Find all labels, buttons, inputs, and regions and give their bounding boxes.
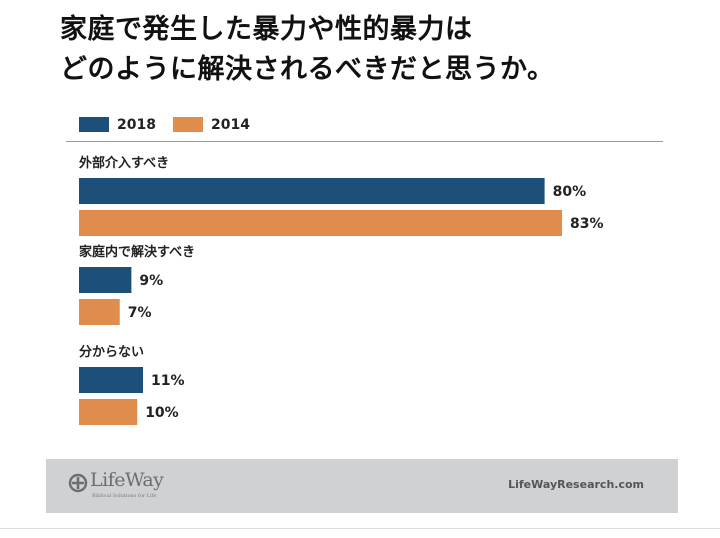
bar-2014-1 (79, 299, 120, 325)
data-label-2014-1: 7% (128, 305, 152, 321)
lifeway-logo: LifeWay Biblical Solutions for Life (68, 469, 208, 499)
bar-2014-2 (79, 399, 138, 425)
data-label-2014-0: 83% (570, 216, 604, 232)
bar-2018-1 (79, 267, 132, 293)
legend-swatch-2014 (173, 117, 203, 132)
bar-2018-2 (79, 367, 144, 393)
data-label-2018-1: 9% (139, 273, 163, 289)
lifeway-mark-icon (68, 473, 88, 493)
legend-swatch-2018 (79, 117, 109, 132)
legend-label-2014: 2014 (211, 117, 250, 133)
bar-2014-0 (79, 210, 563, 236)
bar-chart: 外部介入すべき 80% 83% 家庭内で解決すべき 9% 7% 分からない 11% 10% (78, 155, 604, 425)
bottom-rule (0, 528, 720, 529)
category-label-0: 外部介入すべき (78, 155, 169, 171)
category-label-2: 分からない (79, 344, 144, 360)
site-url: LifeWayResearch.com (508, 478, 644, 491)
legend-divider (66, 141, 663, 142)
footer: LifeWay Biblical Solutions for Life Life… (46, 459, 678, 513)
bar-2018-0 (79, 178, 545, 204)
chart-title-line-1: 家庭で発生した暴力や性的暴力は (60, 14, 473, 45)
chart-title: 家庭で発生した暴力や性的暴力は どのように解決されるべきだと思うか。 (60, 10, 700, 90)
data-label-2018-2: 11% (151, 373, 185, 389)
category-label-1: 家庭内で解決すべき (79, 244, 195, 260)
data-label-2014-2: 10% (145, 405, 179, 421)
legend-label-2018: 2018 (117, 117, 156, 133)
logo-text: LifeWay (90, 469, 164, 491)
chart-title-line-2: どのように解決されるべきだと思うか。 (60, 54, 555, 85)
data-label-2018-0: 80% (553, 184, 587, 200)
logo-tagline: Biblical Solutions for Life (92, 493, 157, 499)
